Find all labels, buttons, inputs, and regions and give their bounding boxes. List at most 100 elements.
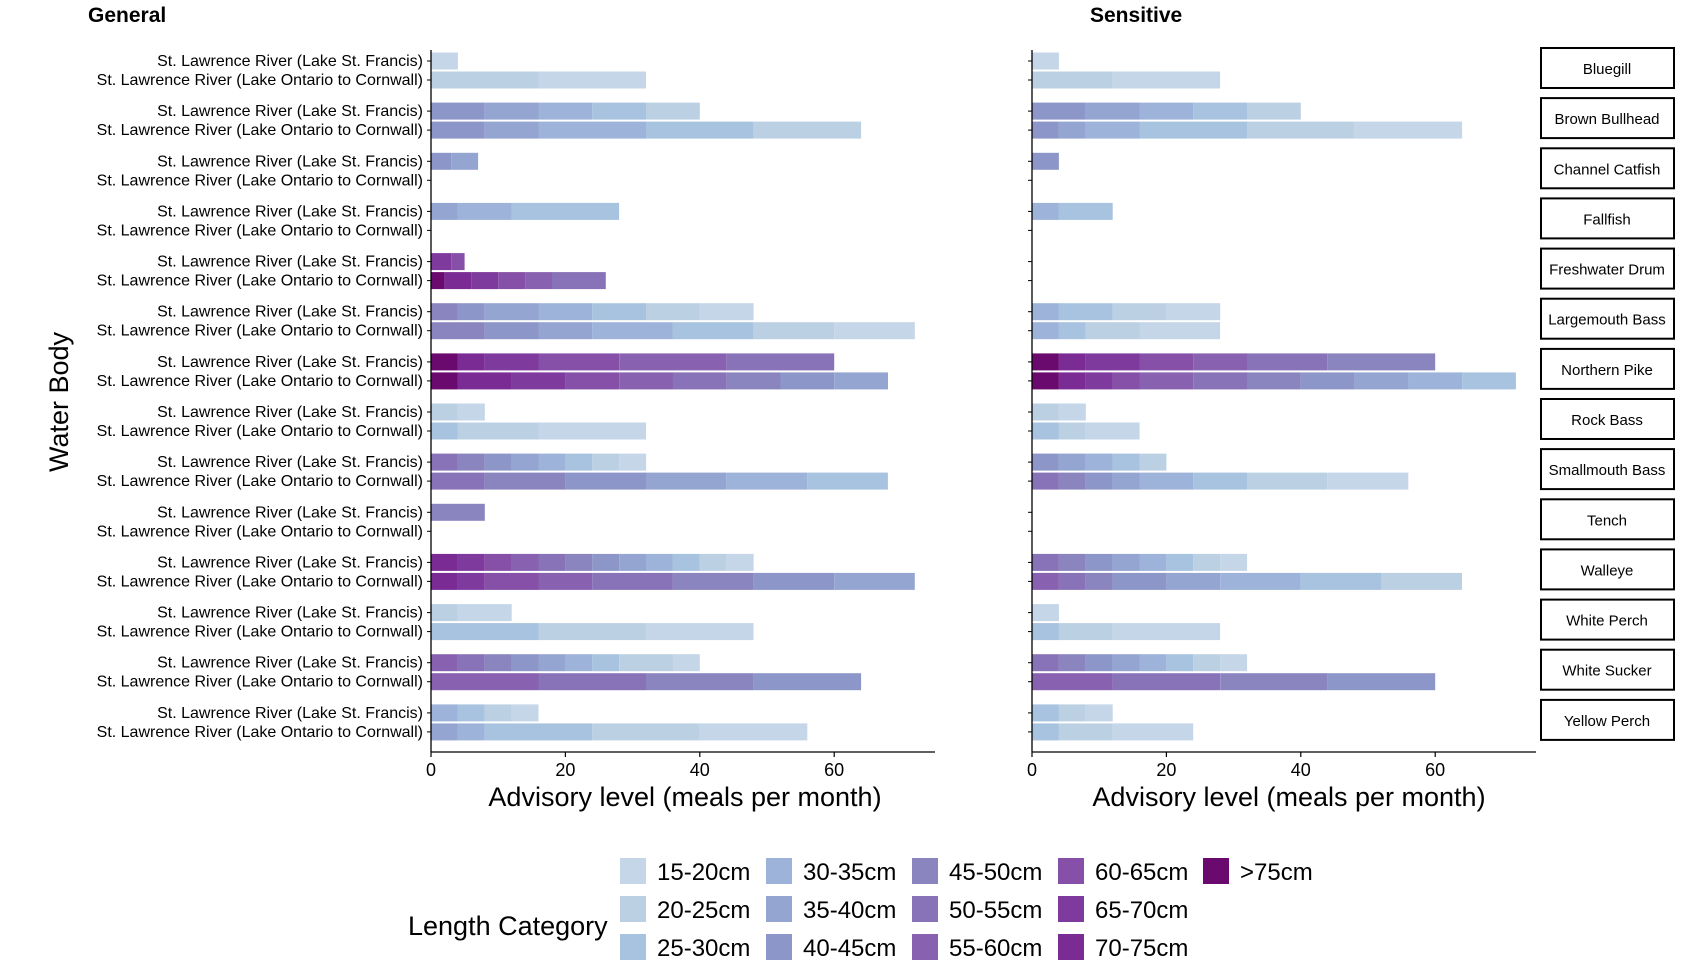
bar-sensitive-northern-pike-row2-30-35cm	[1408, 372, 1463, 390]
strip-box-freshwater-drum	[1540, 247, 1675, 290]
bar-sensitive-white-sucker-row1-20-25cm	[1193, 654, 1221, 672]
bar-general-yellow-perch-row2-25-30cm	[484, 723, 593, 741]
bar-general-largemouth-bass-row1-30-35cm	[538, 303, 593, 321]
bar-sensitive-brown-bullhead-row2-30-35cm	[1085, 121, 1140, 139]
bar-general-white-sucker-row1-55-60cm	[431, 654, 458, 672]
bar-general-bluegill-row2-20-25cm	[431, 71, 539, 89]
bar-general-northern-pike-row1-60-65cm	[538, 353, 620, 371]
bar-general-walleye-row2-70-75cm	[431, 572, 458, 590]
bar-general-brown-bullhead-row1-40-45cm	[431, 102, 485, 120]
bar-general-brown-bullhead-row2-30-35cm	[538, 121, 646, 139]
legend-swatch-65-70cm	[1058, 896, 1084, 922]
y-tick-label: St. Lawrence River (Lake St. Francis)	[157, 254, 423, 271]
strip-box-channel-catfish	[1540, 147, 1675, 190]
bar-sensitive-northern-pike-row2-75cm	[1032, 372, 1059, 390]
y-tick-label: St. Lawrence River (Lake Ontario to Corn…	[97, 724, 423, 741]
bar-general-northern-pike-row1-55-60cm	[619, 353, 727, 371]
y-tick-label: St. Lawrence River (Lake St. Francis)	[157, 354, 423, 371]
bar-general-rock-bass-row2-20-25cm	[457, 422, 539, 440]
bar-sensitive-brown-bullhead-row1-35-40cm	[1085, 102, 1140, 120]
bar-sensitive-smallmouth-bass-row1-35-40cm	[1058, 453, 1086, 471]
bar-general-walleye-row1-35-40cm	[619, 553, 647, 571]
bar-general-northern-pike-row1-50-55cm	[726, 353, 835, 371]
y-tick-label: St. Lawrence River (Lake Ontario to Corn…	[97, 624, 423, 641]
strip-label-white-sucker: White Sucker	[1562, 663, 1651, 680]
bar-sensitive-yellow-perch-row1-15-20cm	[1085, 704, 1113, 722]
bar-general-yellow-perch-row1-20-25cm	[484, 704, 512, 722]
x-tick-label-general: 60	[824, 760, 844, 780]
bar-general-smallmouth-bass-row1-40-45cm	[484, 453, 512, 471]
bar-general-walleye-row1-20-25cm	[699, 553, 727, 571]
bar-sensitive-white-perch-row2-25-30cm	[1032, 623, 1059, 641]
legend-title: Length Category	[408, 911, 608, 941]
y-tick-label: St. Lawrence River (Lake St. Francis)	[157, 454, 423, 471]
bar-sensitive-white-perch-row1-15-20cm	[1032, 604, 1059, 622]
strip-box-bluegill	[1540, 47, 1675, 89]
bar-general-smallmouth-bass-row2-45-50cm	[484, 472, 566, 490]
legend-swatch-50-55cm	[912, 896, 938, 922]
bar-sensitive-smallmouth-bass-row1-20-25cm	[1139, 453, 1167, 471]
bar-sensitive-northern-pike-row1-75cm	[1032, 353, 1059, 371]
bar-sensitive-smallmouth-bass-row2-25-30cm	[1193, 472, 1248, 490]
bar-general-largemouth-bass-row1-40-45cm	[457, 303, 485, 321]
bar-sensitive-fallfish-row1-25-30cm	[1058, 202, 1113, 220]
legend-swatch-35-40cm	[766, 896, 792, 922]
bar-sensitive-largemouth-bass-row2-25-30cm	[1058, 322, 1086, 340]
bar-general-freshwater-drum-row1-65-70cm	[431, 253, 452, 271]
bar-sensitive-white-sucker-row1-25-30cm	[1166, 654, 1194, 672]
legend: Length Category 15-20cm 20-25cm 25-30cm 30-…	[408, 858, 1313, 962]
bar-general-yellow-perch-row2-30-35cm	[457, 723, 485, 741]
bar-sensitive-smallmouth-bass-row2-20-25cm	[1247, 472, 1328, 490]
bar-sensitive-smallmouth-bass-row2-15-20cm	[1327, 472, 1409, 490]
bar-general-northern-pike-row1-65-70cm	[484, 353, 539, 371]
bar-general-largemouth-bass-row1-25-30cm	[592, 303, 647, 321]
bar-general-white-sucker-row2-55-60cm	[431, 673, 539, 691]
bar-sensitive-yellow-perch-row1-25-30cm	[1032, 704, 1059, 722]
legend-label-45-50cm: 45-50cm	[949, 859, 1042, 886]
bar-general-largemouth-bass-row2-40-45cm	[484, 322, 539, 340]
bar-general-walleye-row2-40-45cm	[753, 572, 835, 590]
y-tick-label: St. Lawrence River (Lake Ontario to Corn…	[97, 573, 423, 590]
bar-sensitive-walleye-row2-30-35cm	[1220, 572, 1301, 590]
legend-label-50-55cm: 50-55cm	[949, 897, 1042, 924]
strip-box-white-perch	[1540, 598, 1675, 641]
bar-sensitive-brown-bullhead-row1-30-35cm	[1139, 102, 1194, 120]
bar-general-largemouth-bass-row2-35-40cm	[538, 322, 593, 340]
legend-swatch-55-60cm	[912, 934, 938, 960]
bar-general-fallfish-row1-25-30cm	[511, 202, 620, 220]
bar-general-white-sucker-row1-15-20cm	[672, 654, 700, 672]
bar-general-fallfish-row1-30-35cm	[457, 202, 512, 220]
bar-general-white-sucker-row1-20-25cm	[619, 654, 673, 672]
bar-general-freshwater-drum-row2-60-65cm	[498, 272, 526, 290]
bar-sensitive-yellow-perch-row1-20-25cm	[1058, 704, 1086, 722]
y-tick-label: St. Lawrence River (Lake St. Francis)	[157, 203, 423, 220]
bar-general-yellow-perch-row1-25-30cm	[457, 704, 485, 722]
bar-sensitive-northern-pike-row2-45-50cm	[1247, 372, 1301, 390]
bar-general-northern-pike-row2-60-65cm	[565, 372, 620, 390]
bar-sensitive-white-sucker-row1-35-40cm	[1112, 654, 1140, 672]
y-tick-label: St. Lawrence River (Lake St. Francis)	[157, 504, 423, 521]
strip-label-rock-bass: Rock Bass	[1571, 412, 1643, 429]
bar-general-smallmouth-bass-row1-45-50cm	[457, 453, 485, 471]
bar-sensitive-yellow-perch-row2-25-30cm	[1032, 723, 1059, 741]
bar-sensitive-bluegill-row1-15-20cm	[1032, 52, 1059, 70]
bar-sensitive-white-sucker-row2-40-45cm	[1327, 673, 1436, 691]
legend-label-40-45cm: 40-45cm	[803, 935, 896, 962]
bar-sensitive-rock-bass-row1-20-25cm	[1032, 403, 1059, 421]
bar-general-bluegill-row2-15-20cm	[538, 71, 646, 89]
bar-general-walleye-row1-45-50cm	[565, 553, 593, 571]
bar-general-walleye-row1-30-35cm	[646, 553, 673, 571]
bar-general-northern-pike-row2-75cm	[431, 372, 458, 390]
bar-general-walleye-row1-50-55cm	[538, 553, 566, 571]
strip-box-smallmouth-bass	[1540, 448, 1675, 491]
panel-general: St. Lawrence River (Lake St. Francis) St.…	[97, 50, 935, 780]
bar-general-yellow-perch-row2-35-40cm	[431, 723, 458, 741]
bar-general-channel-catfish-row1-35-40cm	[451, 152, 479, 170]
bar-general-smallmouth-bass-row1-30-35cm	[538, 453, 566, 471]
bar-sensitive-largemouth-bass-row2-30-35cm	[1032, 322, 1059, 340]
bar-sensitive-walleye-row1-35-40cm	[1112, 553, 1140, 571]
bar-general-smallmouth-bass-row2-50-55cm	[431, 472, 485, 490]
strip-box-yellow-perch	[1540, 698, 1675, 741]
bar-sensitive-walleye-row1-30-35cm	[1139, 553, 1167, 571]
panel-title-general: General	[88, 4, 166, 27]
